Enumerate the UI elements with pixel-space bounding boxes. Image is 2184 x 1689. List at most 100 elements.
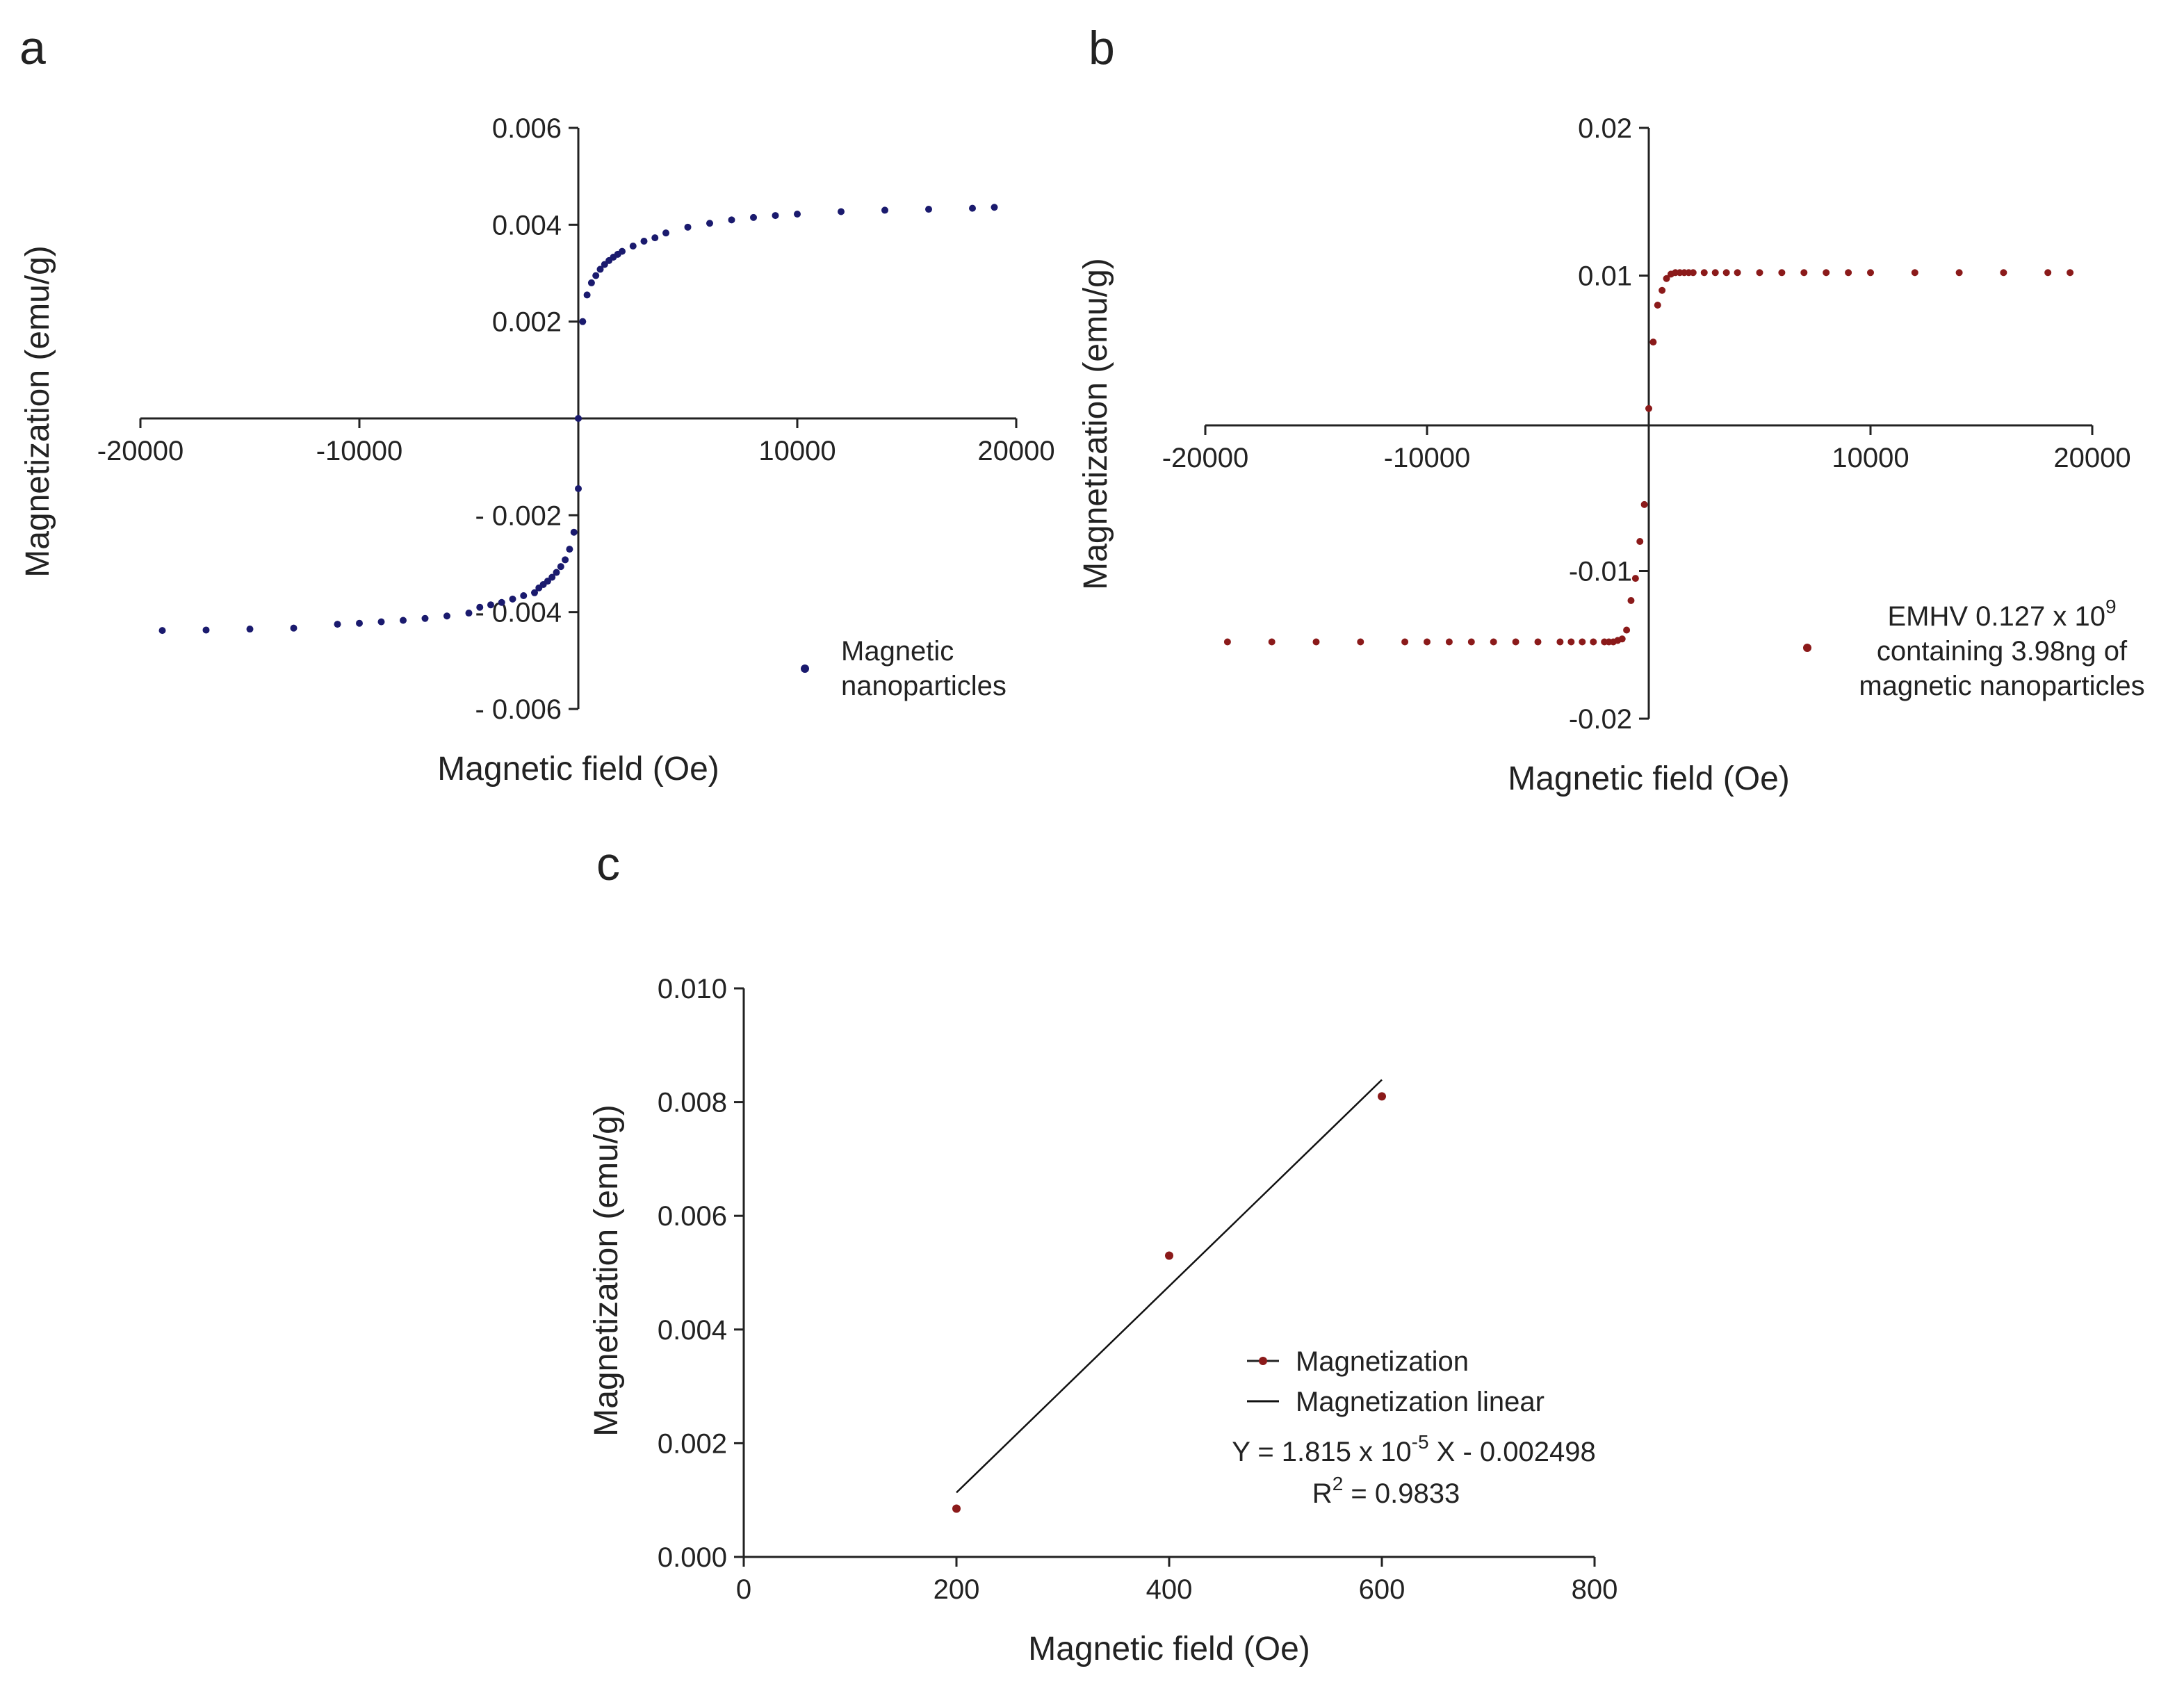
panel-a-data-point — [969, 204, 976, 212]
panel-a-x-label: Magnetic field (Oe) — [437, 751, 719, 788]
panel-a-data-point — [377, 618, 385, 626]
panel-a-y-tick-label: - 0.004 — [475, 598, 562, 628]
panel-b-data-point — [2000, 269, 2007, 277]
panel-b-data-point — [1312, 638, 1320, 646]
panel-c-y-tick-label: 0.002 — [658, 1428, 727, 1459]
panel-a-data-point — [925, 206, 932, 213]
panel-c: c 0 200 400 600 800 0.0000.0020.0040.0060.00… — [588, 838, 1617, 1667]
panel-a-data-point — [487, 601, 494, 609]
panel-a-data-point — [684, 223, 692, 231]
panel-c-x-tick-label: 200 — [934, 1574, 980, 1605]
panel-b-data-point — [1357, 638, 1364, 646]
panel-b-legend: EMHV 0.127 x 109 containing 3.98ng of ma… — [1803, 596, 2145, 701]
panel-b-data-point — [1627, 597, 1635, 604]
panel-a-x-tick-label: -10000 — [316, 436, 403, 466]
panel-letter-a: a — [19, 22, 46, 74]
panel-b-x-ticks: -20000 -10000 10000 20000 — [1162, 425, 2131, 473]
panel-a-data-point — [566, 546, 573, 553]
panel-b-legend-line-2: containing 3.98ng of — [1877, 636, 2128, 667]
panel-b-legend-line-3: magnetic nanoparticles — [1859, 671, 2144, 701]
panel-c-fit-segment — [956, 1079, 1383, 1494]
panel-b-data-point — [1534, 638, 1542, 646]
panel-b-data-point — [1800, 269, 1808, 277]
panel-a-data-point — [400, 617, 407, 624]
panel-b-data-point — [1623, 626, 1631, 634]
panel-c-y-tick-label: 0.004 — [658, 1315, 727, 1346]
panel-a-data-point — [202, 626, 210, 634]
panel-a-data-point — [553, 569, 560, 576]
panel-a-y-tick-label: - 0.002 — [475, 500, 562, 531]
panel-b-y-ticks: 0.02 0.01 -0.01 -0.02 — [1569, 113, 1649, 735]
panel-c-legend: Magnetization Magnetization linear Y = 1… — [1232, 1346, 1595, 1509]
panel-a-data-point — [334, 621, 341, 628]
panel-b-data-point — [1845, 269, 1852, 277]
panel-b-data-point — [1659, 286, 1666, 294]
panel-b-data-point — [1722, 269, 1730, 277]
panel-a-data-point — [881, 206, 888, 214]
panel-b-legend-marker — [1803, 644, 1811, 652]
panel-b-data-point — [1867, 269, 1874, 277]
panel-c-data-point — [952, 1504, 961, 1513]
panel-c-x-tick-label: 0 — [736, 1574, 751, 1605]
panel-a-data-point — [662, 229, 669, 237]
panel-a: a -20000 -10000 10000 20000 0.006 0.004 0.002… — [19, 22, 1055, 788]
panel-a-data-point — [520, 591, 528, 599]
panel-a-data-point — [619, 247, 626, 255]
panel-a-data-point — [706, 220, 713, 227]
panel-a-legend: Magnetic nanoparticles — [801, 636, 1007, 701]
panel-c-y-label: Magnetization (emu/g) — [588, 1104, 625, 1437]
panel-c-x-ticks: 0 200 400 600 800 — [736, 1557, 1618, 1605]
panel-c-data-point — [1165, 1251, 1173, 1260]
panel-b-data-point — [1689, 269, 1697, 277]
panel-b-data-point — [1223, 638, 1231, 646]
panel-b-data-point — [1778, 269, 1786, 277]
panel-b-data-point — [1654, 302, 1661, 309]
panel-c-x-tick-label: 400 — [1146, 1574, 1193, 1605]
panel-b-y-tick-label: -0.02 — [1569, 704, 1632, 735]
panel-a-data-point — [476, 603, 484, 611]
panel-b-x-tick-label: 10000 — [1832, 443, 1909, 473]
panel-a-data-point — [548, 573, 556, 581]
panel-a-data-point — [640, 238, 648, 245]
panel-b-y-tick-label: 0.02 — [1578, 113, 1632, 144]
panel-b-data-point — [1734, 269, 1741, 277]
panel-a-data-point — [794, 211, 801, 218]
panel-b-data-point — [1490, 638, 1497, 646]
panel-letter-c: c — [596, 838, 620, 890]
panel-a-data-point — [421, 614, 429, 622]
panel-b-data-point — [1955, 269, 1963, 277]
panel-b-data-point — [2044, 269, 2052, 277]
panel-c-y-tick-label: 0.000 — [658, 1542, 727, 1573]
panel-a-data-point — [838, 208, 845, 215]
panel-a-data-point — [575, 485, 582, 493]
panel-b-data-point — [1649, 338, 1657, 346]
panel-c-r-squared: R2 = 0.9833 — [1312, 1473, 1460, 1509]
panel-b-data-point — [1556, 638, 1564, 646]
panel-b-data-point — [1590, 638, 1597, 646]
panel-a-data-point — [531, 589, 538, 596]
panel-a-data-point — [651, 234, 659, 242]
panel-a-data-point — [587, 279, 595, 286]
panel-b-data-point — [1512, 638, 1519, 646]
panel-c-y-tick-label: 0.006 — [658, 1201, 727, 1232]
panel-b-y-label: Magnetization (emu/g) — [1077, 258, 1114, 590]
panel-a-data-point — [562, 556, 569, 564]
panel-a-legend-label: Magnetic nanoparticles — [841, 636, 1007, 701]
panel-a-data-point — [246, 626, 254, 633]
panel-a-data-point — [575, 415, 582, 422]
panel-a-y-tick-label: 0.004 — [492, 210, 562, 240]
panel-c-y-ticks: 0.000 0.002 0.004 0.006 0.008 0.010 — [658, 974, 744, 1573]
panel-a-x-tick-label: -20000 — [97, 436, 184, 466]
panel-b-data-point — [1911, 269, 1918, 277]
panel-a-data-point — [509, 595, 516, 603]
panel-b-data-point — [1268, 638, 1276, 646]
panel-c-x-tick-label: 800 — [1572, 1574, 1618, 1605]
panel-b-data-point — [1579, 638, 1586, 646]
panel-a-data-point — [583, 291, 591, 299]
panel-b-data-point — [1663, 275, 1670, 282]
panel-c-data-point — [1378, 1092, 1386, 1101]
panel-b-y-tick-label: 0.01 — [1578, 261, 1632, 292]
panel-c-y-tick-label: 0.008 — [658, 1088, 727, 1118]
panel-a-data-point — [772, 212, 779, 220]
